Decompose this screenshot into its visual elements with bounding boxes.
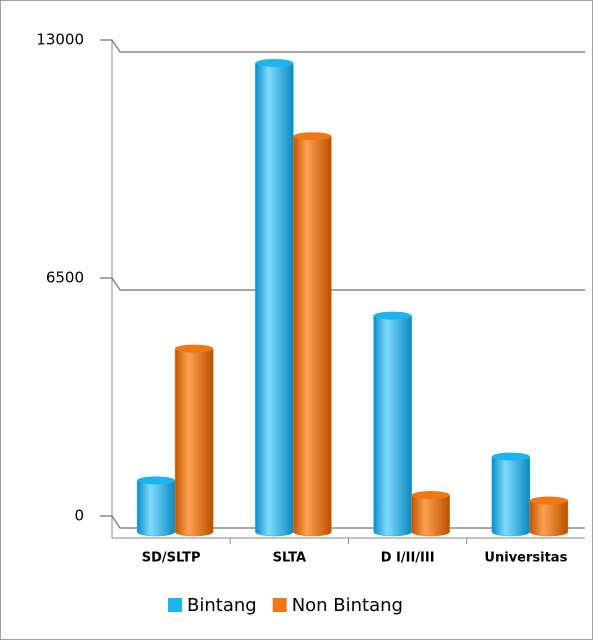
bar-top	[373, 311, 412, 320]
x-tick-label: Universitas	[484, 551, 567, 566]
legend-swatch	[272, 598, 287, 612]
bar	[373, 315, 412, 537]
legend-label: Non Bintang	[292, 595, 403, 616]
grid-line	[100, 39, 585, 53]
bar-top	[411, 491, 450, 500]
x-tick-label: SLTA	[273, 551, 306, 566]
legend-label: Bintang	[187, 595, 257, 616]
bar	[411, 494, 450, 537]
legend-swatch	[168, 598, 182, 612]
bar	[255, 62, 294, 537]
bar-top	[529, 496, 568, 505]
y-tick-label: 6500	[46, 269, 84, 287]
bar-top	[137, 476, 176, 485]
bar	[491, 456, 531, 537]
bar-top	[175, 344, 214, 353]
y-tick-label: 13000	[36, 31, 84, 49]
bar	[174, 348, 214, 537]
grid-line	[100, 515, 585, 529]
bar	[293, 135, 332, 537]
x-tick-label: SD/SLTP	[142, 551, 201, 566]
bar-top	[491, 452, 530, 461]
bar-top	[255, 58, 294, 67]
bar	[529, 500, 569, 537]
bar-top	[293, 132, 332, 141]
x-tick-label: D I/II/III	[381, 551, 435, 566]
bar	[136, 480, 176, 537]
grid-line	[100, 277, 585, 291]
y-tick-label: 0	[74, 507, 84, 525]
